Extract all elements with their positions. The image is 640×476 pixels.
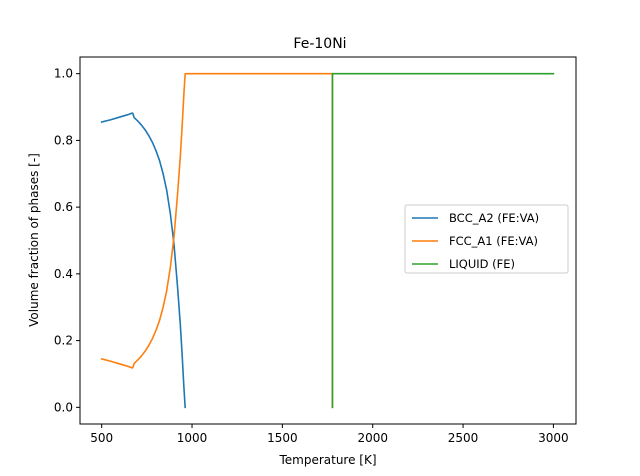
legend-label: LIQUID (FE) xyxy=(449,257,515,271)
y-axis-label: Volume fraction of phases [-] xyxy=(27,153,41,327)
legend-label: FCC_A1 (FE:VA) xyxy=(449,234,538,248)
series-layer xyxy=(100,72,555,409)
y-tick-label: 0.8 xyxy=(54,133,73,147)
legend-label: BCC_A2 (FE:VA) xyxy=(449,211,539,225)
legend: BCC_A2 (FE:VA) FCC_A1 (FE:VA) LIQUID (FE) xyxy=(404,204,569,274)
y-tick-label: 1.0 xyxy=(54,67,73,81)
x-tick-label: 2500 xyxy=(448,431,479,445)
y-tick-label: 0.0 xyxy=(54,400,73,414)
y-axis-ticks: 0.0 0.2 0.4 0.6 0.8 1.0 xyxy=(54,67,80,414)
series-line-2 xyxy=(100,72,334,409)
series-line-1 xyxy=(100,112,187,409)
series-line-3 xyxy=(331,72,555,409)
y-tick-label: 0.2 xyxy=(54,334,73,348)
legend-entries: BCC_A2 (FE:VA) FCC_A1 (FE:VA) LIQUID (FE) xyxy=(412,211,539,271)
legend-frame xyxy=(404,204,569,274)
x-tick-label: 3000 xyxy=(538,431,569,445)
x-axis-ticks: 500 1000 1500 2000 2500 3000 xyxy=(90,424,569,445)
x-tick-label: 1000 xyxy=(177,431,208,445)
x-tick-label: 2000 xyxy=(357,431,388,445)
x-axis-label: Temperature [K] xyxy=(278,453,376,467)
chart-title: Fe-10Ni xyxy=(293,36,346,52)
x-tick-label: 500 xyxy=(90,431,113,445)
x-tick-label: 1500 xyxy=(267,431,298,445)
plot-frame xyxy=(79,56,577,425)
y-tick-label: 0.6 xyxy=(54,200,73,214)
y-tick-label: 0.4 xyxy=(54,267,73,281)
